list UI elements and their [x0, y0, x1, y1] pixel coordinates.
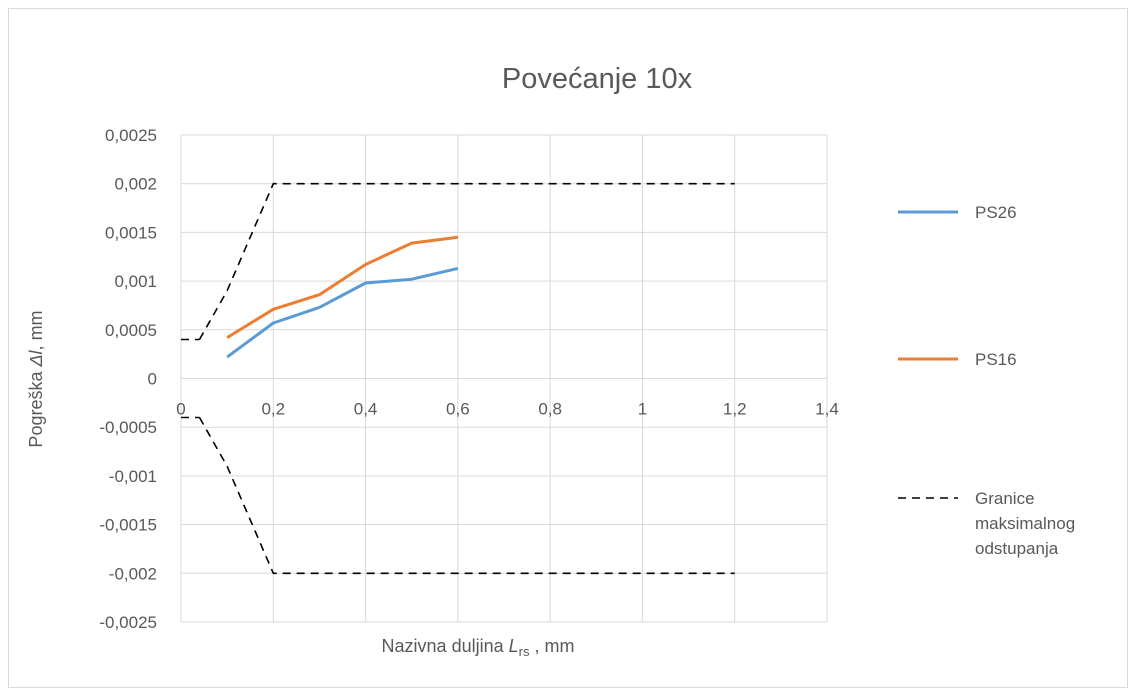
limit-line [198, 182, 735, 340]
limit-line [198, 417, 735, 575]
x-axis-title-main: Nazivna duljina [382, 636, 509, 656]
series-line-ps26 [226, 266, 459, 359]
legend-label: PS16 [975, 350, 1017, 369]
x-tick-label: 1,4 [815, 400, 839, 419]
y-tick-labels: 0,0025 0,002 0,0015 0,001 0,0005 0 -0,0005 -0,0… [99, 126, 157, 632]
y-axis-title-italic: Δl [26, 349, 46, 367]
y-tick-label: -0,001 [109, 467, 157, 486]
legend-label: Granice maksimalnog odstupanja [975, 489, 1075, 558]
series-line-ps16 [226, 235, 459, 339]
x-tick-label: 1 [638, 400, 647, 419]
y-axis-title-unit: , mm [26, 310, 46, 350]
x-axis-title-unit: , mm [529, 636, 574, 656]
series-lines [181, 182, 735, 575]
chart-frame [8, 8, 1128, 688]
x-tick-label: 0,6 [446, 400, 470, 419]
x-tick-label: 0,8 [538, 400, 562, 419]
x-axis-title-sub: rs [519, 644, 530, 659]
legend-label: PS26 [975, 203, 1017, 222]
y-tick-label: 0,002 [114, 175, 157, 194]
y-tick-label: -0,0015 [99, 516, 157, 535]
chart-title: Povećanje 10x [502, 63, 693, 95]
x-tick-label: 0 [176, 400, 185, 419]
y-tick-label: -0,002 [109, 564, 157, 583]
y-tick-label: -0,0005 [99, 418, 157, 437]
y-tick-label: 0 [148, 370, 157, 389]
y-tick-label: 0,0005 [105, 321, 157, 340]
x-tick-label: 0,2 [261, 400, 285, 419]
legend: PS26 PS16 Granice maksimalnog odstupanja [898, 203, 1075, 558]
gridlines [180, 134, 828, 623]
x-tick-label: 0,4 [354, 400, 378, 419]
y-axis-title-main: Pogreška [26, 367, 46, 448]
x-tick-label: 1,2 [723, 400, 747, 419]
y-tick-label: 0,0025 [105, 126, 157, 145]
y-tick-label: 0,001 [114, 272, 157, 291]
y-tick-label: -0,0025 [99, 613, 157, 632]
y-axis-title: Pogreška Δl, mm [26, 310, 46, 447]
y-tick-label: 0,0015 [105, 223, 157, 242]
x-axis-title: Nazivna duljina Lrs , mm [382, 636, 575, 659]
x-axis-title-italic: L [509, 636, 519, 656]
x-tick-labels: 0 0,2 0,4 0,6 0,8 1 1,2 1,4 [176, 400, 839, 419]
